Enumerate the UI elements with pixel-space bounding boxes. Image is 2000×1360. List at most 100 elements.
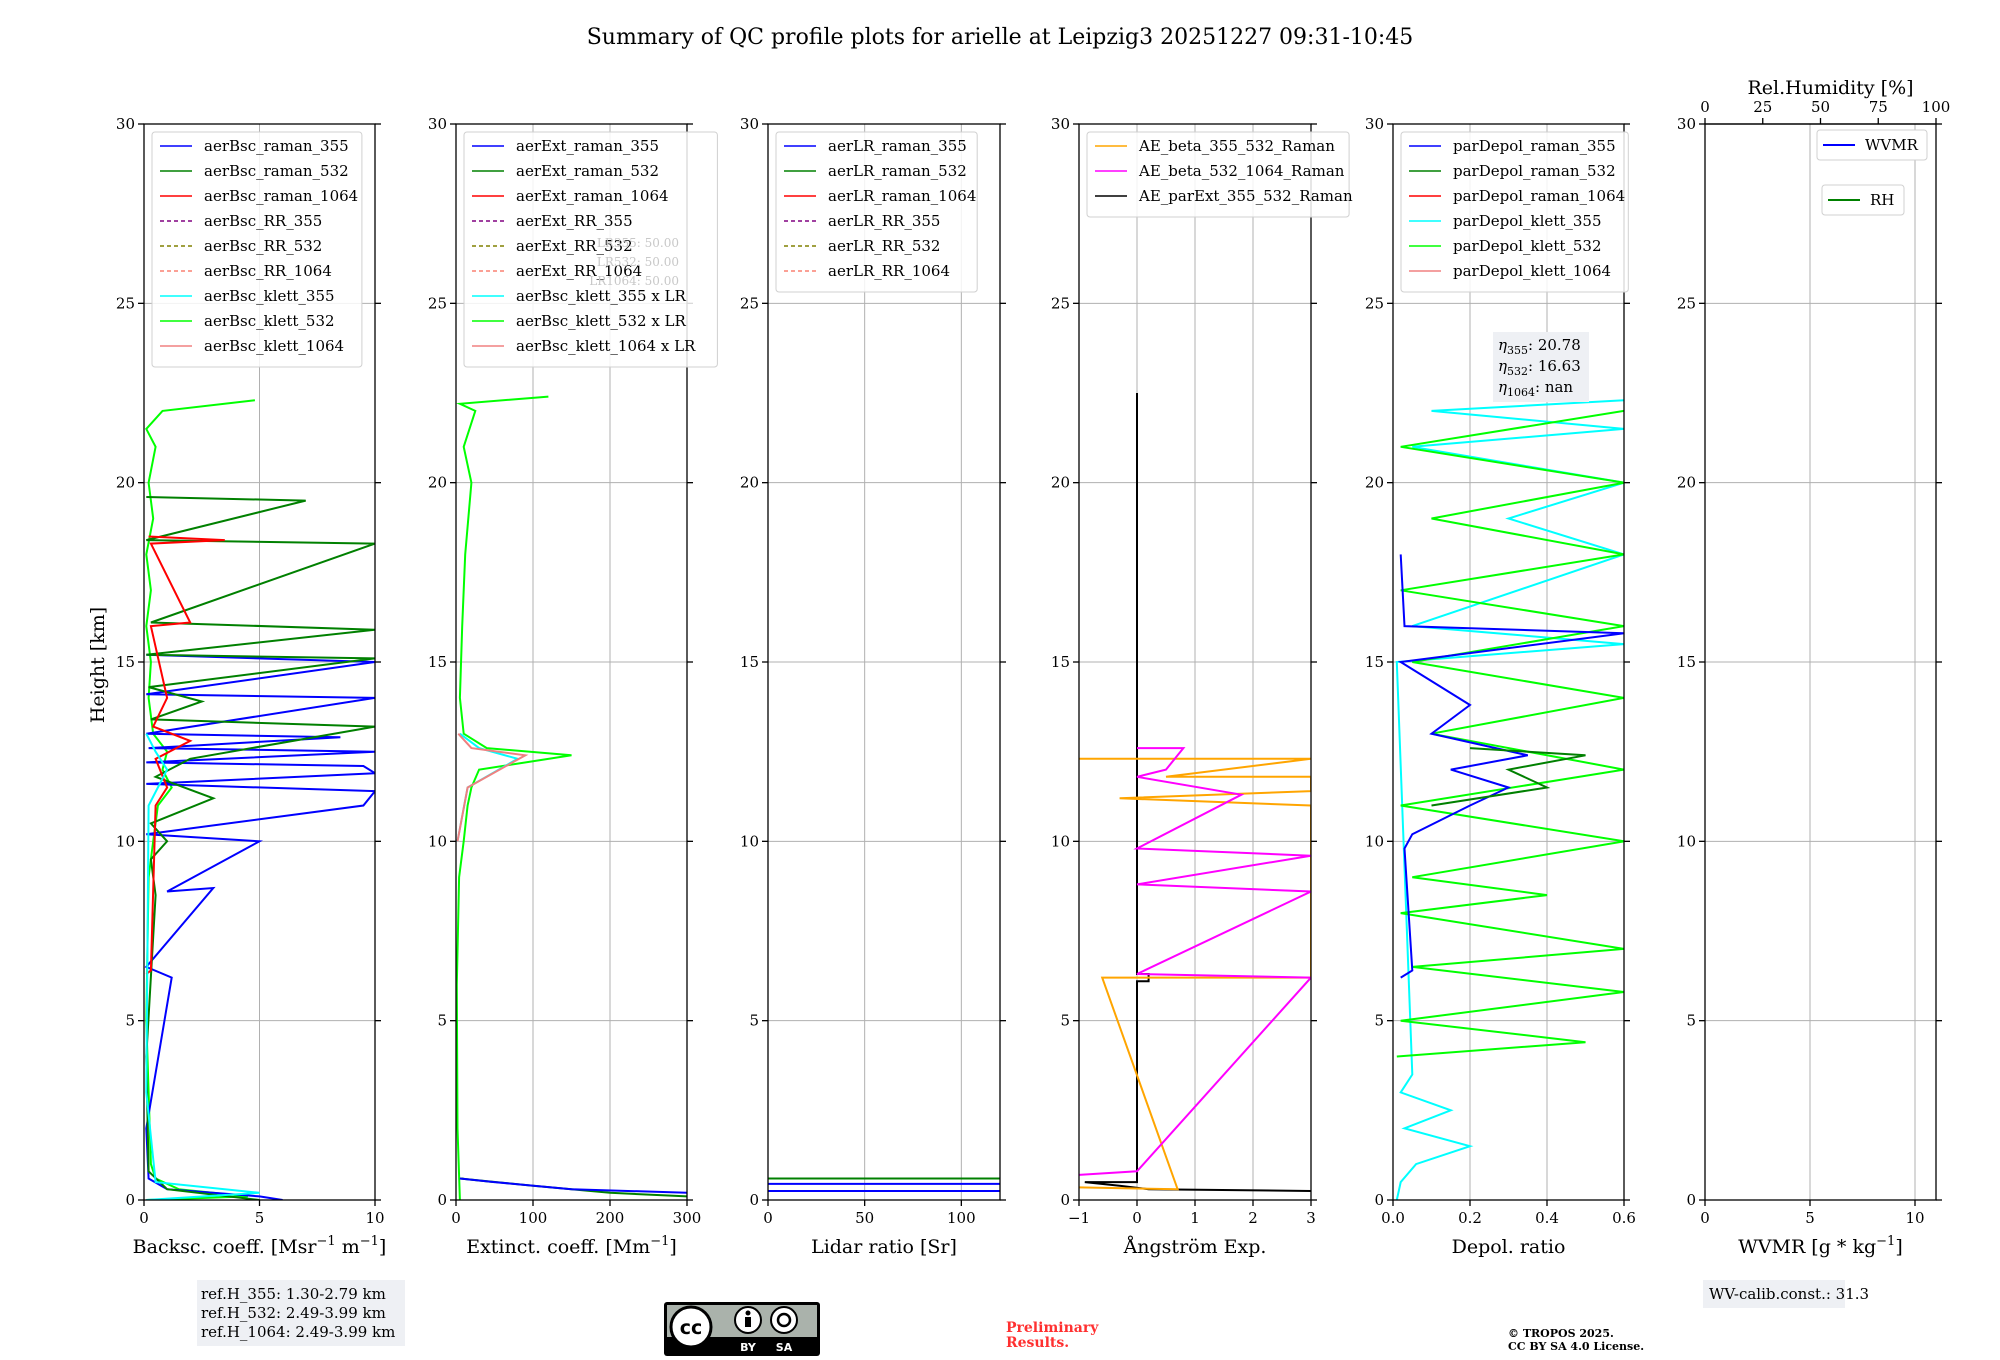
y-tick-label: 30 [740, 115, 759, 133]
legend-label: aerBsc_klett_355 x LR [516, 287, 687, 305]
top-tick-label: 25 [1753, 98, 1772, 116]
y-tick-label: 30 [1051, 115, 1070, 133]
legend-label: aerLR_raman_355 [828, 137, 967, 155]
legend-label: AE_parExt_355_532_Raman [1138, 187, 1353, 205]
legend-label: aerBsc_raman_355 [204, 137, 349, 155]
top-tick-label: 0 [1700, 98, 1710, 116]
y-tick-label: 5 [1686, 1012, 1696, 1030]
y-tick-label: 20 [1677, 474, 1696, 492]
legend-label: aerLR_RR_532 [828, 237, 940, 255]
y-tick-label: 25 [428, 294, 447, 312]
legend-box [1086, 131, 1350, 218]
x-tick-label: 0 [451, 1209, 461, 1227]
series-line-parDepol_klett_532 [1396, 409, 1624, 1058]
y-tick-label: 20 [116, 474, 135, 492]
legend-label: aerExt_RR_355 [516, 212, 633, 230]
series-line-aerExt_raman_355 [459, 1177, 687, 1194]
series-line-AE_beta_532_1064_Raman [1079, 747, 1311, 1176]
x-tick-label: 100 [947, 1209, 976, 1227]
y-tick-label: 20 [1365, 474, 1384, 492]
wv-calibration-box: WV-calib.const.: 31.3 [1703, 1280, 1869, 1308]
top-tick-label: 100 [1922, 98, 1951, 116]
y-tick-label: 5 [125, 1012, 135, 1030]
legend-box [1400, 131, 1629, 293]
y-tick-label: 0 [125, 1191, 135, 1209]
top-axis-label: Rel.Humidity [%] [1747, 77, 1913, 99]
y-tick-label: 25 [1051, 294, 1070, 312]
y-tick-label: 30 [1365, 115, 1384, 133]
legend-label: parDepol_klett_532 [1453, 237, 1602, 255]
legend-box [1821, 184, 1905, 216]
x-axis-label: Ångström Exp. [1123, 1236, 1267, 1258]
legend-label: parDepol_raman_532 [1453, 162, 1616, 180]
preliminary-line2: Results. [1006, 1335, 1069, 1351]
x-tick-label: −1 [1068, 1209, 1090, 1227]
eta-value: η355: 20.78 [1498, 336, 1581, 357]
y-tick-label: 10 [740, 832, 759, 850]
legend-label: aerBsc_klett_532 [204, 312, 335, 330]
y-tick-label: 5 [437, 1012, 447, 1030]
series-line-parDepol_raman_355 [1397, 554, 1624, 979]
legend-label: AE_beta_355_532_Raman [1138, 137, 1335, 155]
x-tick-label: 0 [1700, 1209, 1710, 1227]
legend-label: AE_beta_532_1064_Raman [1138, 162, 1345, 180]
y-tick-label: 0 [1374, 1191, 1384, 1209]
lidar-ratio-note: LR1064: 50.00 [589, 274, 679, 288]
y-tick-label: 0 [1060, 1191, 1070, 1209]
x-axis-label: Backsc. coeff. [Msr−1 m−1] [133, 1234, 387, 1258]
series-line-parDepol_klett_355 [1395, 399, 1624, 1200]
x-tick-label: 0.4 [1535, 1209, 1559, 1227]
legend-label: WVMR [1865, 136, 1919, 154]
eta-value: η532: 16.63 [1498, 357, 1581, 378]
series-group [1395, 399, 1624, 1200]
legend-label: aerExt_RR_1064 [516, 262, 642, 280]
series-line-aerBsc_klett_355 [145, 733, 260, 1200]
x-tick-label: 0.0 [1381, 1209, 1405, 1227]
eta-value: η1064: nan [1498, 378, 1573, 399]
legend-label: aerBsc_klett_532 x LR [516, 312, 687, 330]
y-tick-label: 10 [1677, 832, 1696, 850]
x-axis-label: WVMR [g * kg−1] [1738, 1234, 1902, 1258]
legend-label: aerBsc_klett_1064 x LR [516, 337, 696, 355]
legend-box [775, 131, 978, 293]
x-tick-label: 0.2 [1458, 1209, 1482, 1227]
refh-1064: ref.H_1064: 2.49-3.99 km [201, 1323, 395, 1341]
lidar-ratio-note: LR532: 50.00 [597, 255, 679, 269]
y-tick-label: 10 [116, 832, 135, 850]
svg-text:cc: cc [680, 1317, 703, 1339]
x-tick-label: 0.6 [1612, 1209, 1636, 1227]
legend-label: aerBsc_raman_1064 [204, 187, 358, 205]
x-tick-label: 1 [1190, 1209, 1200, 1227]
legend-label: parDepol_klett_1064 [1453, 262, 1611, 280]
y-tick-label: 0 [1686, 1191, 1696, 1209]
eta-box [1493, 332, 1589, 402]
panel-depol: 0 5 10 15 20 25 30 0.0 0.2 0.4 0.6 Depol. ratio parD… [1365, 115, 1636, 1258]
legend-label: parDepol_raman_355 [1453, 137, 1616, 155]
legend-label: parDepol_raman_1064 [1453, 187, 1625, 205]
y-tick-label: 20 [428, 474, 447, 492]
x-tick-label: 5 [255, 1209, 265, 1227]
x-axis-label: Depol. ratio [1452, 1236, 1566, 1258]
y-tick-label: 5 [1374, 1012, 1384, 1030]
y-tick-label: 15 [428, 653, 447, 671]
preliminary-line1: Preliminary [1006, 1320, 1099, 1336]
legend-label: RH [1870, 191, 1894, 209]
series-line-AE_beta_355_532_Raman [1079, 757, 1311, 1191]
y-axis-label: Height [km] [87, 607, 109, 723]
series-group [144, 399, 375, 1200]
y-tick-label: 25 [1365, 294, 1384, 312]
legend-label: parDepol_klett_355 [1453, 212, 1602, 230]
legend-label: aerExt_raman_532 [516, 162, 659, 180]
x-tick-label: 200 [596, 1209, 625, 1227]
y-tick-label: 30 [116, 115, 135, 133]
x-axis-label: Extinct. coeff. [Mm−1] [466, 1234, 677, 1258]
x-tick-label: 100 [519, 1209, 548, 1227]
y-tick-label: 5 [1060, 1012, 1070, 1030]
legend-label: aerLR_RR_1064 [828, 262, 950, 280]
y-tick-label: 25 [740, 294, 759, 312]
cc-by-label: BY [740, 1341, 757, 1354]
y-tick-label: 30 [1677, 115, 1696, 133]
